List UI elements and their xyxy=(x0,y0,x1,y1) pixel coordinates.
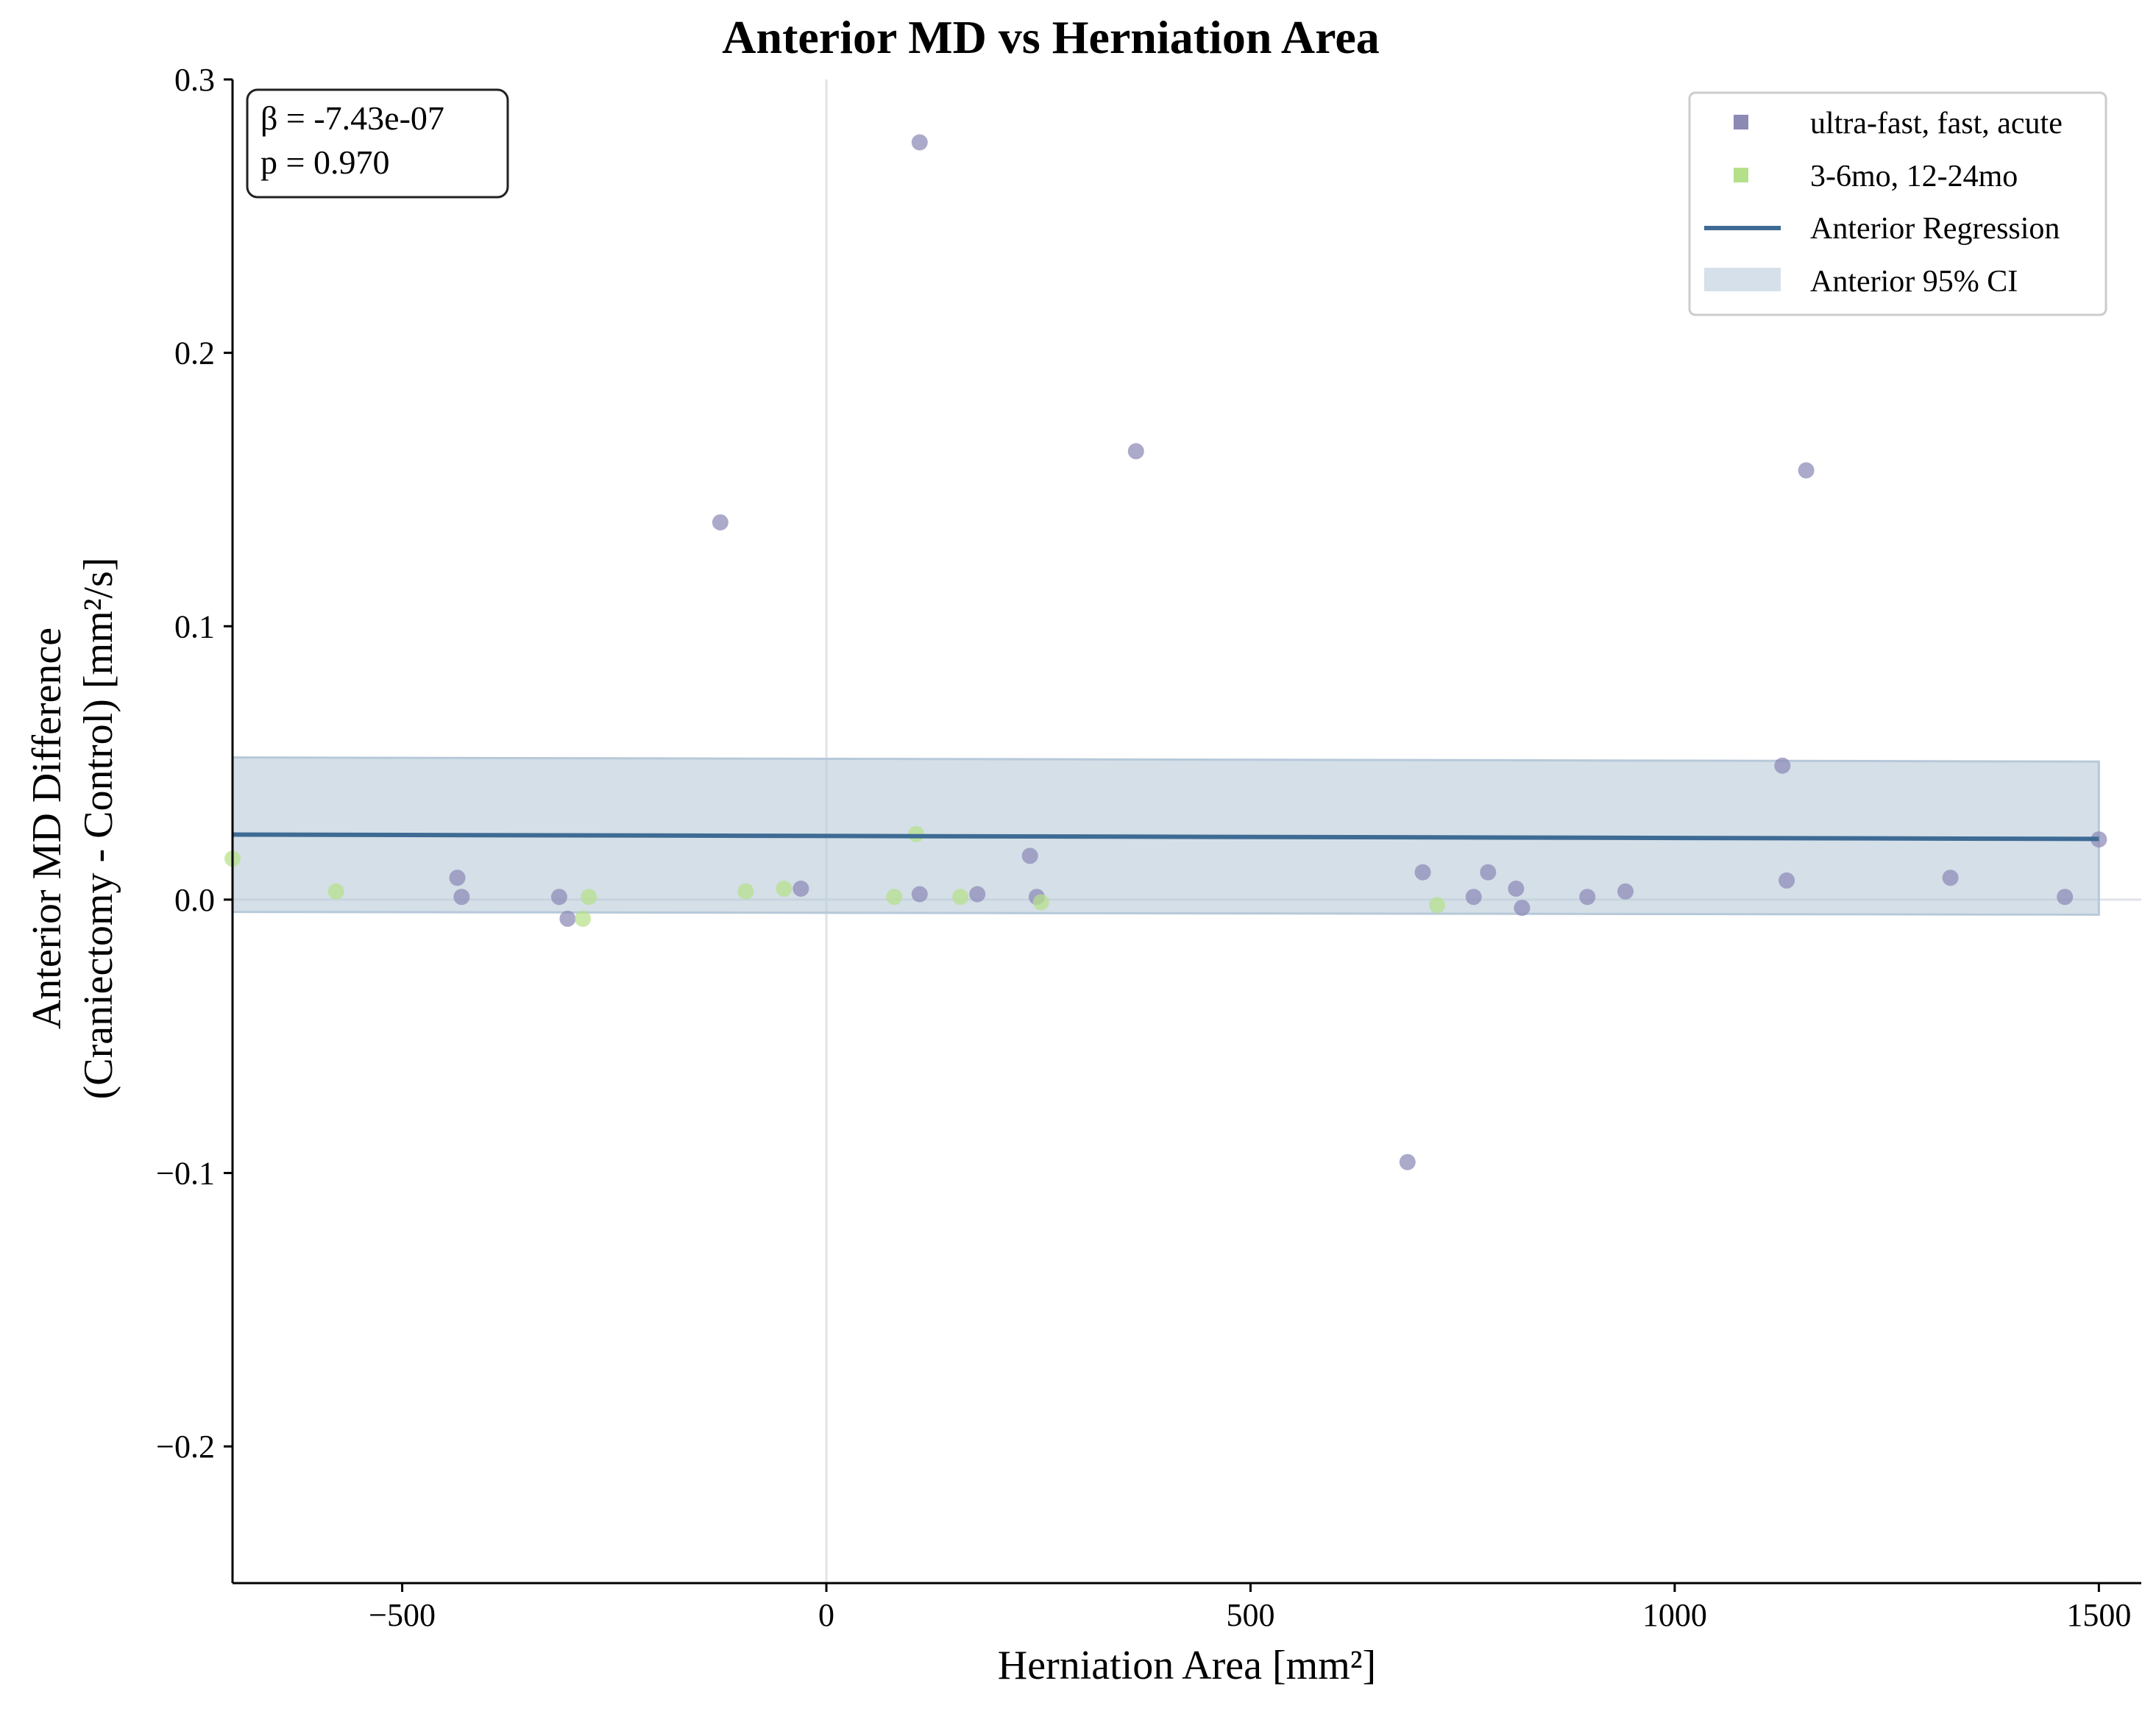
chronic-point-9 xyxy=(1032,894,1049,911)
chronic-point-3 xyxy=(581,889,597,906)
acute-point-6 xyxy=(453,889,470,906)
acute-point-8 xyxy=(559,910,576,927)
chronic-point-8 xyxy=(952,889,969,906)
acute-point-25 xyxy=(2091,831,2107,848)
legend-label-acute: ultra-fast, fast, acute xyxy=(1810,107,2063,141)
x-tick-label-3: 1000 xyxy=(1642,1597,1707,1633)
legend-label-ci: Anterior 95% CI xyxy=(1810,265,2018,299)
x-tick-label-0: −500 xyxy=(369,1597,436,1633)
acute-point-5 xyxy=(449,870,466,886)
acute-point-23 xyxy=(1942,870,1959,886)
acute-point-7 xyxy=(550,889,567,906)
chronic-point-6 xyxy=(886,889,903,906)
y-tick-label-1: 0.2 xyxy=(174,335,215,372)
x-tick-label-2: 500 xyxy=(1226,1597,1274,1633)
x-tick-label-1: 0 xyxy=(818,1597,834,1633)
stats-box: β = -7.43e-07 p = 0.970 xyxy=(246,88,509,199)
stats-p-value: p = 0.970 xyxy=(260,143,389,181)
acute-point-14 xyxy=(1399,1153,1416,1170)
legend-label-chronic: 3-6mo, 12-24mo xyxy=(1810,160,2018,193)
y-tick-label-3: 0.0 xyxy=(174,882,215,918)
stats-box-frame xyxy=(246,88,509,199)
acute-point-17 xyxy=(1480,864,1497,881)
y-axis-label: Anterior MD Difference (Craniectomy - Co… xyxy=(24,558,121,1100)
legend-frame xyxy=(1688,91,2107,316)
acute-point-20 xyxy=(1579,889,1596,906)
acute-point-15 xyxy=(1414,864,1431,881)
legend: ultra-fast, fast, acute 3-6mo, 12-24mo A… xyxy=(1688,91,2107,316)
x-axis-label: Herniation Area [mm²] xyxy=(998,1643,1376,1688)
acute-point-22 xyxy=(1779,872,1795,889)
acute-point-11 xyxy=(969,886,986,903)
acute-point-19 xyxy=(1514,900,1531,917)
y-axis-ticks: 0.3 0.2 0.1 0.0 −0.1 −0.2 xyxy=(156,62,233,1465)
y-axis-label-line-1: Anterior MD Difference xyxy=(24,628,70,1029)
y-tick-label-4: −0.1 xyxy=(156,1156,215,1192)
y-tick-label-5: −0.2 xyxy=(156,1429,215,1465)
acute-point-16 xyxy=(1465,889,1482,906)
regression-line xyxy=(232,832,2099,842)
acute-point-0 xyxy=(911,134,928,151)
chart-title: Anterior MD vs Herniation Area xyxy=(722,11,1380,63)
acute-point-2 xyxy=(712,514,728,531)
chronic-point-1 xyxy=(327,883,344,900)
acute-point-21 xyxy=(1617,883,1634,900)
chronic-point-10 xyxy=(1429,897,1446,914)
legend-swatch-ci xyxy=(1704,268,1781,291)
scatter-points-layer xyxy=(224,134,2107,1170)
x-axis-ticks: −500 0 500 1000 1500 xyxy=(369,1583,2131,1633)
chronic-point-5 xyxy=(776,881,792,897)
acute-point-18 xyxy=(1508,881,1525,897)
chronic-point-2 xyxy=(575,910,592,927)
acute-point-4 xyxy=(1774,757,1791,774)
acute-point-10 xyxy=(911,886,928,903)
regression-line-layer xyxy=(232,832,2099,842)
acute-point-9 xyxy=(792,881,809,897)
legend-swatch-acute xyxy=(1734,115,1748,129)
stats-beta: β = -7.43e-07 xyxy=(260,99,444,137)
y-tick-label-0: 0.3 xyxy=(174,62,215,98)
x-tick-label-4: 1500 xyxy=(2066,1597,2131,1633)
acute-point-12 xyxy=(1021,847,1038,864)
legend-swatch-chronic xyxy=(1734,168,1748,182)
chronic-point-4 xyxy=(737,883,754,900)
acute-point-1 xyxy=(1127,443,1144,460)
acute-point-3 xyxy=(1798,462,1815,479)
acute-point-24 xyxy=(2057,889,2074,906)
y-axis-label-line-2: (Craniectomy - Control) [mm²/s] xyxy=(76,558,121,1100)
legend-label-regression: Anterior Regression xyxy=(1810,212,2060,246)
y-tick-label-2: 0.1 xyxy=(174,608,215,644)
